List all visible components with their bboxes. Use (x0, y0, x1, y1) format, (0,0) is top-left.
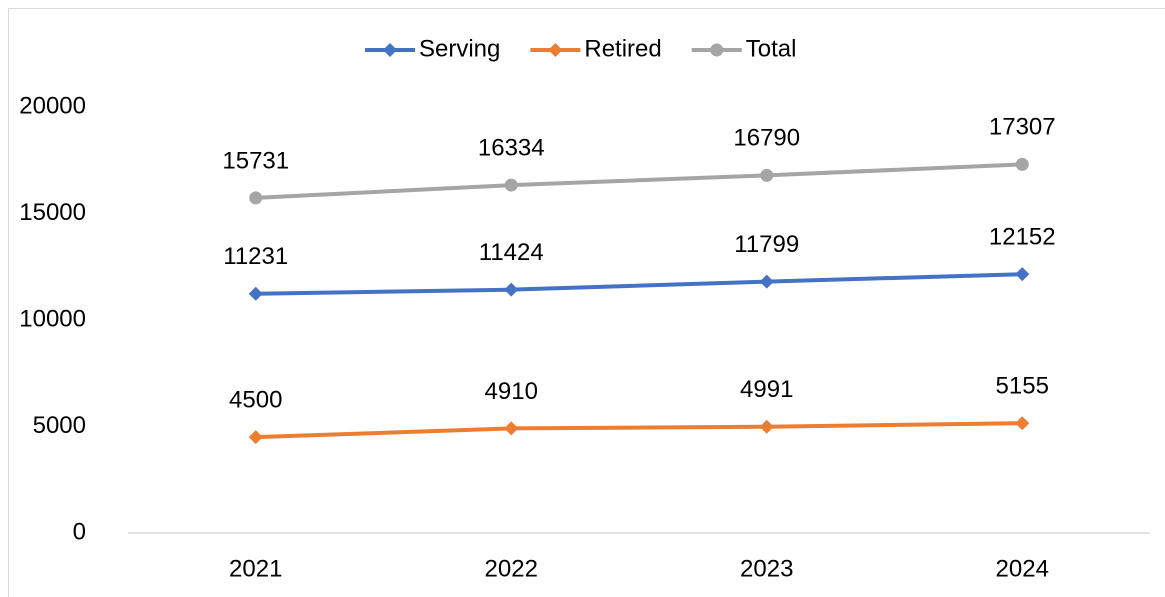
data-point (1015, 416, 1030, 431)
data-point (248, 430, 263, 445)
data-label: 4991 (740, 376, 793, 403)
y-tick-label: 10000 (19, 305, 86, 332)
data-point (1015, 157, 1029, 171)
x-tick-label: 2021 (229, 555, 282, 582)
data-point (760, 168, 774, 182)
data-point (504, 178, 518, 192)
legend-marker (710, 43, 724, 57)
legend-marker (383, 43, 397, 57)
series-line (255, 421, 1023, 440)
data-point (504, 282, 519, 297)
legend-label: Retired (584, 35, 661, 62)
x-tick-label: 2022 (485, 555, 538, 582)
legend-label: Total (746, 35, 797, 62)
y-tick-label: 5000 (33, 412, 86, 439)
legend-label: Serving (419, 35, 500, 62)
data-label: 4910 (485, 378, 538, 405)
data-label: 16334 (478, 134, 545, 161)
x-tick-label: 2023 (740, 555, 793, 582)
data-point (504, 421, 519, 436)
data-label: 4500 (229, 386, 282, 413)
series-line (255, 272, 1023, 296)
data-label: 5155 (996, 373, 1049, 400)
data-label: 11799 (734, 231, 799, 258)
legend-marker (548, 43, 563, 57)
data-point (1015, 267, 1030, 282)
y-tick-label: 0 (73, 518, 86, 545)
data-point (248, 286, 263, 301)
x-tick-label: 2024 (996, 555, 1049, 582)
data-label: 12152 (989, 224, 1056, 251)
series-line (255, 162, 1023, 200)
data-label: 16790 (733, 125, 800, 152)
y-tick-label: 15000 (19, 199, 86, 226)
y-tick-label: 20000 (19, 92, 86, 119)
chart-border (8, 8, 1165, 597)
data-label: 11231 (223, 243, 288, 270)
data-point (759, 419, 774, 434)
data-point (249, 191, 263, 205)
data-label: 15731 (222, 147, 289, 174)
data-point (759, 274, 774, 289)
data-label: 11424 (479, 239, 544, 266)
data-label: 17307 (989, 114, 1056, 141)
